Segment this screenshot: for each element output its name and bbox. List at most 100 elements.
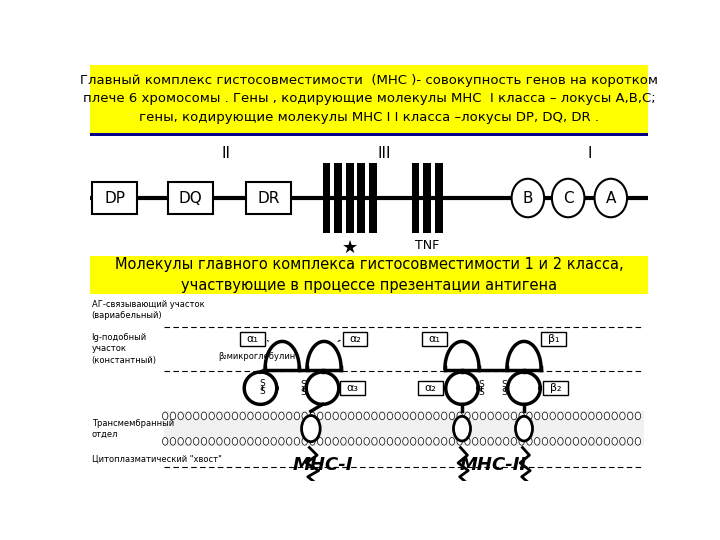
Ellipse shape [225,437,230,445]
Text: МНС-II: МНС-II [459,456,526,475]
Ellipse shape [271,437,276,445]
Ellipse shape [550,412,555,420]
Text: S: S [479,380,485,389]
Text: Цитоплазматический "хвост": Цитоплазматический "хвост" [91,455,222,464]
Ellipse shape [527,412,532,420]
Ellipse shape [589,412,594,420]
Text: S: S [300,388,306,396]
Bar [423,164,431,233]
Ellipse shape [163,437,168,445]
Ellipse shape [372,412,377,420]
Ellipse shape [379,412,385,420]
Ellipse shape [612,412,617,420]
Ellipse shape [233,412,238,420]
Ellipse shape [534,437,540,445]
Ellipse shape [558,412,563,420]
Ellipse shape [426,412,431,420]
Ellipse shape [552,179,585,217]
Text: Трансмембранный
отдел: Трансмембранный отдел [91,418,174,438]
Ellipse shape [209,437,215,445]
Ellipse shape [454,416,471,441]
Bar [418,381,443,395]
Ellipse shape [256,437,261,445]
Bar [357,164,365,233]
Ellipse shape [302,416,320,442]
Ellipse shape [387,412,392,420]
Ellipse shape [480,412,485,420]
Ellipse shape [287,437,292,445]
Bar [168,182,213,214]
Ellipse shape [287,412,292,420]
Ellipse shape [558,437,563,445]
Text: Главный комплекс гистосовместимости  (МНС )- совокупность генов на коротком
плеч: Главный комплекс гистосовместимости (МНС… [80,73,658,124]
Ellipse shape [325,437,330,445]
Ellipse shape [581,412,586,420]
Ellipse shape [410,412,416,420]
Ellipse shape [170,437,176,445]
Ellipse shape [364,412,369,420]
Bar [341,381,365,395]
Ellipse shape [240,437,246,445]
Ellipse shape [635,437,641,445]
Ellipse shape [627,437,633,445]
Bar [412,164,419,233]
Ellipse shape [395,437,400,445]
Ellipse shape [464,437,470,445]
Ellipse shape [620,412,625,420]
Text: α₁: α₁ [247,334,258,344]
Ellipse shape [233,437,238,445]
Ellipse shape [294,412,300,420]
Ellipse shape [612,437,617,445]
Ellipse shape [310,437,315,445]
Bar [92,182,138,214]
Bar [90,294,648,481]
Ellipse shape [264,437,269,445]
Ellipse shape [512,179,544,217]
Ellipse shape [178,437,184,445]
Ellipse shape [318,437,323,445]
Ellipse shape [240,412,246,420]
Bar [163,411,644,446]
Text: Молекулы главного комплекса гистосовместимости 1 и 2 класса,
участвующие в проце: Молекулы главного комплекса гистосовмест… [114,257,624,293]
Ellipse shape [495,412,501,420]
Ellipse shape [604,437,610,445]
Text: III: III [378,146,391,161]
Bar [246,182,291,214]
Text: C: C [563,191,574,206]
Ellipse shape [356,437,361,445]
Ellipse shape [387,437,392,445]
Ellipse shape [186,412,191,420]
Text: МНС-I: МНС-I [292,456,353,475]
Bar [323,164,330,233]
Ellipse shape [449,412,454,420]
Text: DR: DR [257,191,279,206]
Ellipse shape [294,437,300,445]
Ellipse shape [225,412,230,420]
Ellipse shape [464,412,470,420]
Ellipse shape [426,437,431,445]
Bar [240,332,265,346]
Ellipse shape [589,437,594,445]
Ellipse shape [441,437,447,445]
Ellipse shape [534,412,540,420]
Ellipse shape [449,437,454,445]
Text: TNF: TNF [415,239,439,252]
Text: A: A [606,191,616,206]
Ellipse shape [418,437,423,445]
Ellipse shape [565,437,571,445]
Text: α₃: α₃ [347,383,359,393]
Ellipse shape [519,437,524,445]
Bar [544,381,568,395]
Ellipse shape [178,412,184,420]
Ellipse shape [302,437,307,445]
Ellipse shape [511,412,517,420]
Ellipse shape [635,412,641,420]
Text: I: I [588,146,592,161]
Text: DP: DP [104,191,125,206]
Ellipse shape [511,437,517,445]
Ellipse shape [573,412,579,420]
Ellipse shape [542,412,548,420]
Ellipse shape [217,437,222,445]
Ellipse shape [596,412,602,420]
Ellipse shape [410,437,416,445]
